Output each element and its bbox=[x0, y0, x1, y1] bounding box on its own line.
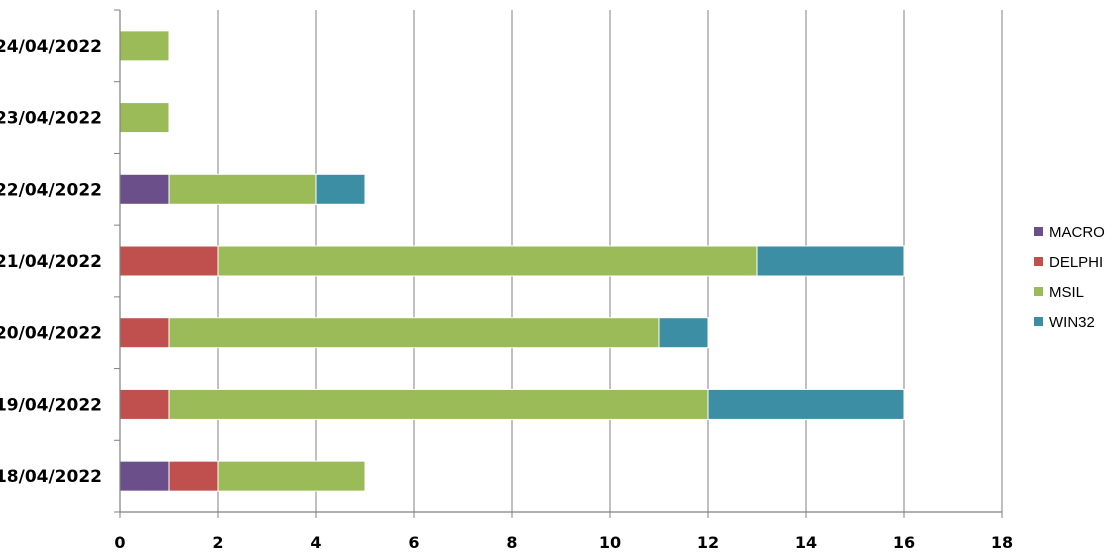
bar-win32-20-04-2022 bbox=[658, 317, 709, 349]
bar-win32-21-04-2022 bbox=[756, 245, 905, 277]
bar-delphi-18-04-2022 bbox=[168, 460, 219, 492]
bar-win32-22-04-2022 bbox=[315, 173, 366, 205]
x-tick-label: 2 bbox=[212, 533, 223, 552]
bar-msil-21-04-2022 bbox=[217, 245, 758, 277]
legend-swatch-win32 bbox=[1034, 317, 1043, 326]
legend-label-msil: MSIL bbox=[1049, 284, 1084, 301]
category-labels: 18/04/2022 19/04/2022 20/04/2022 21/04/2022… bbox=[0, 37, 102, 487]
x-tick-label: 12 bbox=[697, 533, 719, 552]
bar-macro-22-04-2022 bbox=[119, 173, 170, 205]
x-tick-labels: 0 2 4 6 8 10 12 14 16 18 bbox=[114, 533, 1013, 552]
bar-msil-19-04-2022 bbox=[168, 388, 709, 420]
category-label: 21/04/2022 bbox=[0, 252, 102, 272]
legend: MACRO DELPHI MSIL WIN32 bbox=[1034, 224, 1105, 331]
legend-swatch-delphi bbox=[1034, 257, 1043, 266]
x-tick-label: 8 bbox=[506, 533, 517, 552]
x-tick-label: 4 bbox=[310, 533, 321, 552]
legend-swatch-macro bbox=[1034, 227, 1043, 236]
legend-label-delphi: DELPHI bbox=[1049, 254, 1103, 271]
x-tick-label: 0 bbox=[114, 533, 125, 552]
bar-macro-18-04-2022 bbox=[119, 460, 170, 492]
legend-label-macro: MACRO bbox=[1049, 224, 1105, 241]
legend-swatch-msil bbox=[1034, 287, 1043, 296]
category-label: 23/04/2022 bbox=[0, 109, 102, 129]
x-tick-label: 18 bbox=[991, 533, 1013, 552]
x-tick-label: 14 bbox=[795, 533, 817, 552]
bar-msil-18-04-2022 bbox=[217, 460, 366, 492]
bar-delphi-19-04-2022 bbox=[119, 388, 170, 420]
category-label: 24/04/2022 bbox=[0, 37, 102, 57]
x-tick-label: 10 bbox=[599, 533, 621, 552]
bar-delphi-20-04-2022 bbox=[119, 317, 170, 349]
bar-msil-20-04-2022 bbox=[168, 317, 660, 349]
bar-msil-23-04-2022 bbox=[119, 102, 170, 134]
category-label: 22/04/2022 bbox=[0, 180, 102, 200]
legend-label-win32: WIN32 bbox=[1049, 314, 1095, 331]
category-label: 18/04/2022 bbox=[0, 467, 102, 487]
bar-msil-22-04-2022 bbox=[168, 173, 317, 205]
bars bbox=[119, 30, 905, 492]
bar-msil-24-04-2022 bbox=[119, 30, 170, 62]
bar-win32-19-04-2022 bbox=[707, 388, 905, 420]
axes bbox=[114, 9, 1003, 518]
x-tick-label: 16 bbox=[893, 533, 915, 552]
category-label: 19/04/2022 bbox=[0, 395, 102, 415]
category-label: 20/04/2022 bbox=[0, 324, 102, 344]
x-tick-label: 6 bbox=[408, 533, 419, 552]
bar-delphi-21-04-2022 bbox=[119, 245, 219, 277]
